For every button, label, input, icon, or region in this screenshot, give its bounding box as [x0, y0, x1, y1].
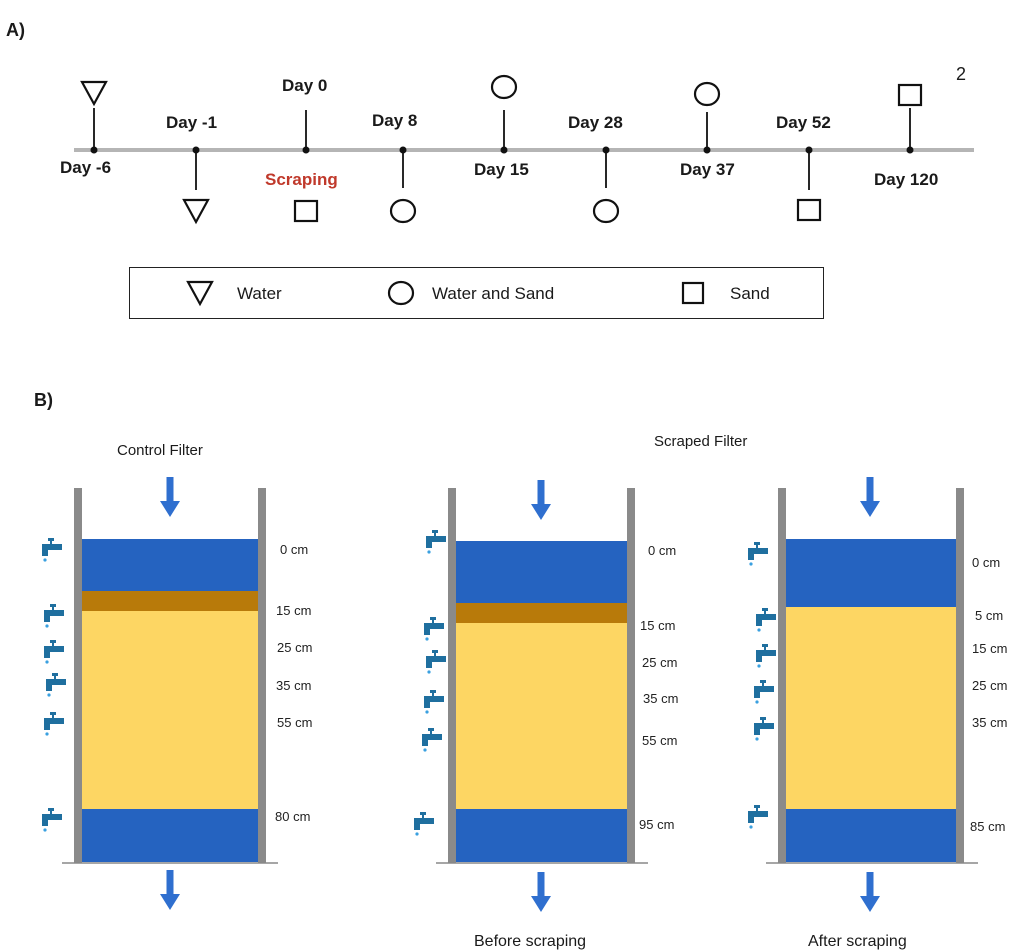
depth-label: 80 cm: [275, 809, 311, 824]
water-layer: [786, 539, 956, 607]
sand-square-icon: [897, 83, 923, 107]
depth-label: 5 cm: [975, 608, 1004, 623]
sand-square-icon: [293, 199, 319, 223]
tap-icon: [748, 542, 768, 566]
inflow-arrow-icon: [531, 480, 551, 520]
scraped-filter-title: Scraped Filter: [654, 433, 748, 450]
after-scraping-caption: After scraping: [808, 933, 907, 950]
legend-water-label: Water: [237, 284, 282, 303]
timeline-day-label: Day -1: [166, 113, 218, 132]
sand-square-icon: [796, 198, 822, 222]
timeline-day-label: Day 8: [372, 111, 418, 130]
legend-water-sand-icon: [387, 280, 415, 306]
sand-layer: [82, 611, 258, 809]
tap-icon: [42, 808, 62, 832]
sand-layer: [456, 623, 627, 809]
depth-label: 15 cm: [276, 603, 312, 618]
inflow-arrow-icon: [860, 477, 880, 517]
inflow-arrow-icon: [160, 477, 180, 517]
schmutzdecke-layer: [456, 603, 627, 623]
water-layer: [82, 539, 258, 591]
tap-icon: [748, 805, 768, 829]
water-layer: [786, 809, 956, 862]
depth-label: 35 cm: [972, 715, 1008, 730]
water-sand-circle-icon: [592, 198, 620, 224]
schmutzdecke-layer: [82, 591, 258, 611]
after-scraping-filter: [748, 477, 978, 912]
water-triangle-icon: [80, 80, 108, 107]
tap-icon: [424, 617, 444, 641]
filter-wall: [627, 488, 635, 863]
before-scraping-caption: Before scraping: [474, 933, 587, 950]
timeline-day-label: Day 52: [776, 113, 831, 132]
water-sand-circle-icon: [490, 74, 518, 100]
water-layer: [456, 541, 627, 603]
depth-label: 0 cm: [972, 555, 1001, 570]
tap-icon: [422, 728, 442, 752]
depth-label: 25 cm: [972, 678, 1008, 693]
tap-icon: [46, 673, 66, 697]
page-number: 2: [956, 64, 967, 84]
depth-label: 0 cm: [280, 542, 309, 557]
timeline-day-label: Day 15: [474, 160, 529, 179]
legend-sand-icon: [681, 281, 705, 305]
filter-wall: [74, 488, 82, 863]
timeline-day-label: Day 120: [874, 170, 939, 189]
tap-icon: [754, 680, 774, 704]
tap-icon: [42, 538, 62, 562]
depth-label: 35 cm: [276, 678, 312, 693]
tap-icon: [44, 712, 64, 736]
tap-icon: [424, 690, 444, 714]
depth-label: 85 cm: [970, 819, 1006, 834]
depth-label: 25 cm: [277, 640, 313, 655]
filter-wall: [956, 488, 964, 863]
depth-label: 0 cm: [648, 543, 677, 558]
timeline-day-label: Day -6: [60, 158, 112, 177]
depth-label: 15 cm: [640, 618, 676, 633]
tap-icon: [44, 640, 64, 664]
water-sand-circle-icon: [389, 198, 417, 224]
depth-label: 55 cm: [642, 733, 678, 748]
filter-wall: [258, 488, 266, 863]
legend-box: Water Water and Sand Sand: [129, 267, 824, 319]
tap-icon: [754, 717, 774, 741]
water-triangle-icon: [182, 198, 210, 225]
tap-icon: [426, 530, 446, 554]
control-filter: [42, 477, 278, 910]
panel-b-label: B): [34, 390, 53, 410]
water-layer: [82, 809, 258, 862]
tap-icon: [426, 650, 446, 674]
depth-label: 25 cm: [642, 655, 678, 670]
control-filter-title: Control Filter: [117, 442, 203, 459]
timeline-day-label: Day 28: [568, 113, 623, 132]
tap-icon: [756, 644, 776, 668]
scraping-label: Scraping: [265, 170, 338, 189]
legend-sand-label: Sand: [730, 284, 770, 303]
depth-label: 15 cm: [972, 641, 1008, 656]
before-scraping-filter: [414, 480, 648, 912]
legend-water-icon: [186, 280, 214, 307]
tap-icon: [756, 608, 776, 632]
filter-wall: [778, 488, 786, 863]
panel-a-label: A): [6, 20, 25, 40]
legend-water-sand-label: Water and Sand: [432, 284, 555, 303]
depth-label: 35 cm: [643, 691, 679, 706]
outflow-arrow-icon: [531, 872, 551, 912]
depth-label: 55 cm: [277, 715, 313, 730]
depth-label: 95 cm: [639, 817, 675, 832]
water-layer: [456, 809, 627, 862]
timeline-day-label: Day 0: [282, 76, 328, 95]
outflow-arrow-icon: [860, 872, 880, 912]
water-sand-circle-icon: [693, 81, 721, 107]
outflow-arrow-icon: [160, 870, 180, 910]
tap-icon: [414, 812, 434, 836]
sand-layer: [786, 607, 956, 809]
timeline-day-label: Day 37: [680, 160, 735, 179]
filter-wall: [448, 488, 456, 863]
tap-icon: [44, 604, 64, 628]
